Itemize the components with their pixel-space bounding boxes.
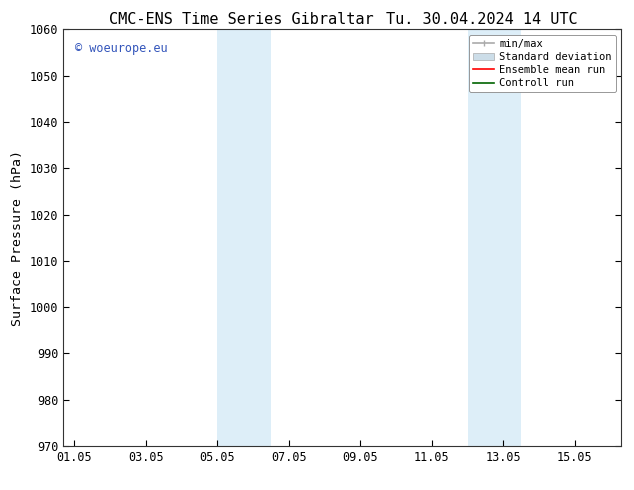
Bar bbox=[217, 29, 271, 446]
Text: Tu. 30.04.2024 14 UTC: Tu. 30.04.2024 14 UTC bbox=[386, 12, 578, 27]
Bar bbox=[467, 29, 521, 446]
Text: © woeurope.eu: © woeurope.eu bbox=[75, 42, 167, 55]
Y-axis label: Surface Pressure (hPa): Surface Pressure (hPa) bbox=[11, 149, 25, 326]
Text: CMC-ENS Time Series Gibraltar: CMC-ENS Time Series Gibraltar bbox=[108, 12, 373, 27]
Legend: min/max, Standard deviation, Ensemble mean run, Controll run: min/max, Standard deviation, Ensemble me… bbox=[469, 35, 616, 92]
